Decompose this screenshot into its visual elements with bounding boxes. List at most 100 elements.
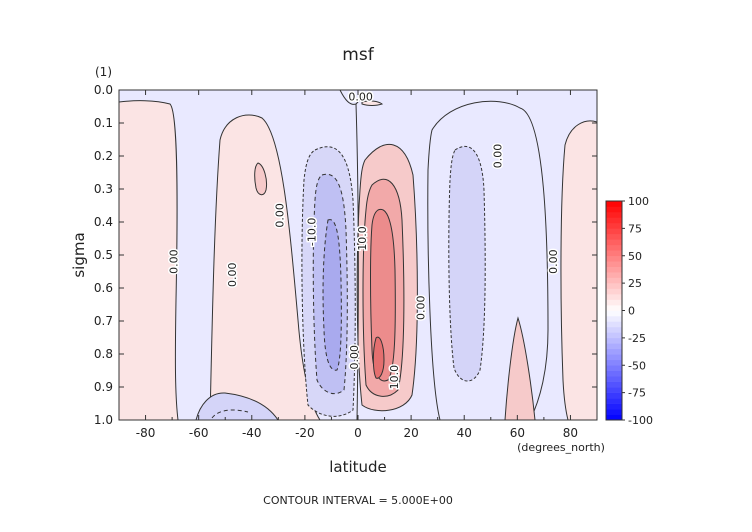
contour-label: 0.00 xyxy=(547,249,560,274)
y-tick-label: 0.6 xyxy=(94,281,113,295)
y-tick-label: 0.2 xyxy=(94,149,113,163)
x-tick-label: 60 xyxy=(510,426,525,440)
colorbar-swatch xyxy=(606,294,622,300)
colorbar-swatch xyxy=(606,376,622,382)
contour-label: 0.00 xyxy=(226,263,239,288)
contour-label: 10.0 xyxy=(356,226,369,251)
colorbar-swatch xyxy=(606,392,622,399)
y-tick-label: 0.0 xyxy=(94,83,113,97)
y-tick-label: 0.1 xyxy=(94,116,113,130)
y-axis-label: sigma xyxy=(70,232,88,277)
colorbar-swatch xyxy=(606,283,622,289)
colorbar-swatch xyxy=(606,211,622,218)
y-tick-label: 0.4 xyxy=(94,215,113,229)
colorbar-tick-label: -25 xyxy=(628,332,646,345)
x-tick-label: 20 xyxy=(403,426,418,440)
colorbar-tick-label: -75 xyxy=(628,387,646,400)
colorbar-swatch xyxy=(606,239,622,246)
northern-ferrel-inner xyxy=(448,145,486,382)
units-label: (1) xyxy=(95,65,112,79)
pink-ne-region xyxy=(560,120,597,420)
colorbar-swatch xyxy=(606,348,622,355)
x-tick-label: -60 xyxy=(189,426,209,440)
y-tick-label: 0.7 xyxy=(94,314,113,328)
y-tick-label: 0.5 xyxy=(94,248,113,262)
colorbar-swatch xyxy=(606,261,622,267)
contour-label: 0.00 xyxy=(167,249,180,274)
colorbar-swatch xyxy=(606,233,622,240)
colorbar-swatch xyxy=(606,354,622,361)
colorbar-tick-label: 100 xyxy=(628,195,649,208)
y-axis: 0.0 0.1 0.2 0.3 0.4 0.5 0.6 0.7 0.8 0.9 1.0 xyxy=(94,83,597,427)
contour-label: 0.00 xyxy=(274,203,287,228)
polar-pink-region xyxy=(209,114,321,420)
colorbar-swatch xyxy=(606,387,622,393)
x-tick-label: -40 xyxy=(242,426,262,440)
colorbar-swatch xyxy=(606,359,622,366)
colorbar-tick-label: -100 xyxy=(628,414,653,427)
x-axis-label: latitude xyxy=(329,458,387,476)
north-polar-cell xyxy=(504,316,536,420)
x-tick-label: -20 xyxy=(295,426,315,440)
colorbar-swatch xyxy=(606,272,622,278)
contour-interval-note: CONTOUR INTERVAL = 5.000E+00 xyxy=(263,494,453,507)
colorbar-swatch xyxy=(606,332,622,339)
colorbar-swatch xyxy=(606,370,622,377)
y-tick-label: 0.8 xyxy=(94,347,113,361)
x-tick-label: 0 xyxy=(354,426,362,440)
colorbar-swatch xyxy=(606,409,622,415)
y-tick-label: 1.0 xyxy=(94,413,113,427)
y-tick-label: 0.9 xyxy=(94,380,113,394)
colorbar-swatch xyxy=(606,343,622,350)
colorbar-swatch xyxy=(606,255,622,262)
chart-title: msf xyxy=(342,45,374,65)
colorbar-swatch xyxy=(606,305,622,311)
plot-area xyxy=(119,90,597,420)
colorbar-tick-label: 25 xyxy=(628,277,642,290)
x-tick-label: 40 xyxy=(457,426,472,440)
colorbar-swatch xyxy=(606,326,622,333)
colorbar-swatch xyxy=(606,403,622,410)
colorbar-tick-label: 75 xyxy=(628,222,642,235)
x-axis-units: (degrees_north) xyxy=(517,441,605,454)
y-tick-label: 0.3 xyxy=(94,182,113,196)
colorbar-swatch xyxy=(606,277,622,284)
colorbar-swatch xyxy=(606,206,622,213)
colorbar-swatch xyxy=(606,288,622,295)
contour-label: -10.0 xyxy=(306,218,319,246)
northern-hadley-core xyxy=(372,336,385,379)
colorbar-swatch xyxy=(606,398,622,404)
equator-top-blob xyxy=(361,100,384,106)
contour-label: 10.0 xyxy=(388,365,401,390)
colorbar-swatch xyxy=(606,315,622,322)
colorbar-swatch xyxy=(606,381,622,388)
colorbar-swatch xyxy=(606,250,622,257)
x-tick-label: -80 xyxy=(136,426,156,440)
pink-left-strip xyxy=(119,100,179,420)
colorbar-swatch xyxy=(606,266,622,273)
colorbar-swatch xyxy=(606,222,622,229)
contour-labels: 0.00 0.00 0.00 -10.0 0.00 10.0 0.00 10.0 0.00 0.0… xyxy=(166,89,562,391)
colorbar-tick-label: 50 xyxy=(628,250,642,263)
colorbar-swatch xyxy=(606,228,622,235)
southern-polar-high xyxy=(254,162,267,196)
colorbar-swatch xyxy=(606,217,622,224)
contour-label: 0.00 xyxy=(348,345,361,370)
colorbar-swatch xyxy=(606,337,622,344)
colorbar: 100 75 50 25 0 -25 -50 -75 -100 xyxy=(605,195,653,427)
equator-divider xyxy=(355,103,359,420)
southern-surface-low-inner xyxy=(211,409,249,419)
colorbar-swatch xyxy=(606,365,622,372)
colorbar-tick-label: 0 xyxy=(628,305,635,318)
colorbar-swatch xyxy=(606,321,622,328)
northern-ferrel-outer xyxy=(427,100,549,420)
x-axis: -80 -60 -40 -20 0 20 40 60 80 xyxy=(118,90,598,440)
colorbar-swatch xyxy=(606,310,622,317)
southern-hadley-core xyxy=(322,219,342,371)
colorbar-swatch xyxy=(606,414,622,421)
contour-label: 0.00 xyxy=(491,144,504,169)
colorbar-swatch xyxy=(606,244,622,251)
contour-label: 0.00 xyxy=(348,91,373,104)
contour-label: 0.00 xyxy=(414,296,427,321)
